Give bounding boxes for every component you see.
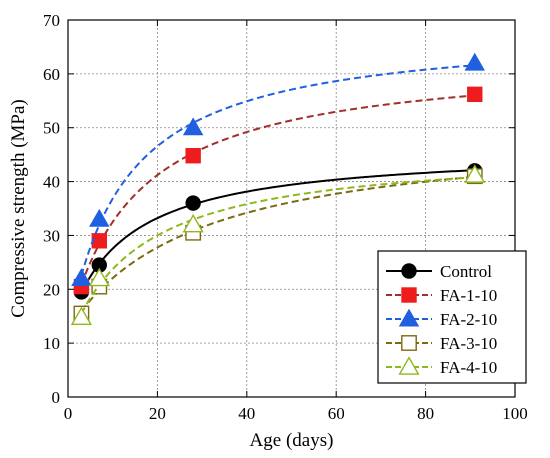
data-point xyxy=(185,148,201,164)
legend-label: FA-3-10 xyxy=(440,334,497,353)
series-line xyxy=(80,176,475,315)
x-tick-label: 100 xyxy=(502,404,528,423)
series-line xyxy=(80,64,475,276)
plot-frame xyxy=(67,19,516,398)
y-tick-label: 10 xyxy=(43,334,60,353)
data-point xyxy=(91,233,107,249)
y-tick-label: 0 xyxy=(52,388,61,407)
legend-item: FA-1-10 xyxy=(386,286,497,305)
data-point xyxy=(464,52,485,71)
legend-item: FA-4-10 xyxy=(386,356,497,377)
legend-item: Control xyxy=(386,262,492,281)
data-point xyxy=(89,208,110,227)
legend-item: FA-3-10 xyxy=(386,334,497,353)
data-point xyxy=(182,117,204,136)
data-point xyxy=(88,267,110,287)
x-tick-label: 40 xyxy=(238,404,255,423)
data-point xyxy=(70,306,92,326)
x-tick-label: 0 xyxy=(64,404,73,423)
legend-marker xyxy=(401,335,417,351)
legend: Control FA-1-10 FA-2-10 FA-3-10 FA-4-10 xyxy=(377,250,527,384)
legend-label: FA-1-10 xyxy=(440,286,497,305)
legend-label: FA-2-10 xyxy=(440,310,497,329)
y-tick-label: 50 xyxy=(43,119,60,138)
y-tick-label: 30 xyxy=(43,226,60,245)
x-tick-label: 20 xyxy=(149,404,166,423)
series-line xyxy=(80,94,475,286)
data-point xyxy=(71,268,92,287)
y-tick-label: 70 xyxy=(43,11,60,30)
x-tick-label: 80 xyxy=(417,404,434,423)
y-tick-label: 60 xyxy=(43,65,60,84)
series-line xyxy=(80,169,475,294)
x-axis-title: Age (days) xyxy=(250,430,334,451)
y-tick-label: 20 xyxy=(43,280,60,299)
x-tick-label: 60 xyxy=(328,404,345,423)
legend-marker xyxy=(401,263,417,279)
legend-marker xyxy=(398,356,420,375)
y-tick-label: 40 xyxy=(43,173,60,192)
data-point xyxy=(185,195,201,211)
y-axis-title: Compressive strength (MPa) xyxy=(8,99,29,317)
data-point xyxy=(182,213,204,233)
legend-label: Control xyxy=(440,262,492,281)
legend-item: FA-2-10 xyxy=(386,308,497,329)
legend-label: FA-4-10 xyxy=(440,358,497,377)
data-point xyxy=(467,86,483,103)
axis-ticks: 0 20 40 60 80 100 0 10 20 30 40 50 60 70 xyxy=(43,11,528,423)
legend-marker xyxy=(398,308,420,327)
series-fa-2-10 xyxy=(71,52,485,287)
data-point xyxy=(464,164,486,183)
legend-marker xyxy=(401,287,417,303)
series-group xyxy=(70,52,486,326)
series-fa-4-10 xyxy=(70,164,486,326)
